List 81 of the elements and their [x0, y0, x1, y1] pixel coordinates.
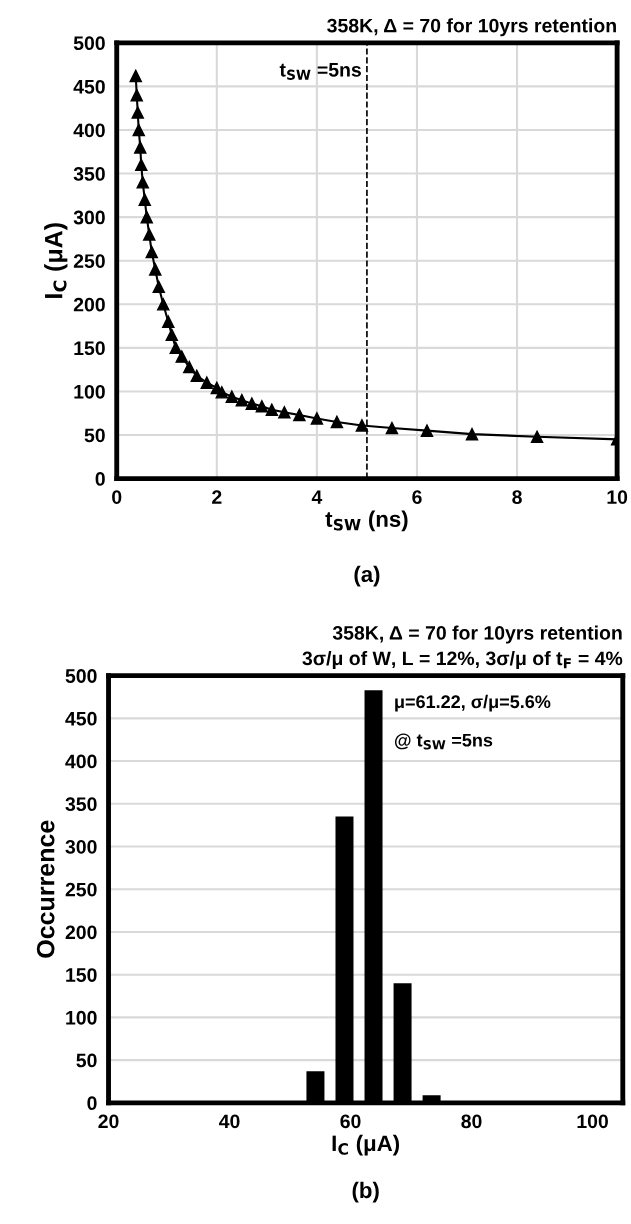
- x-tick-label: 6: [412, 490, 422, 504]
- y-tick-label: 450: [73, 79, 105, 94]
- point: [265, 403, 279, 416]
- point: [530, 430, 544, 444]
- point: [165, 328, 179, 342]
- point: [136, 176, 150, 189]
- y-tick-label: 450: [65, 711, 97, 726]
- x-tick-label: 0: [112, 490, 122, 504]
- annotation: μ=61.22, σ/μ=5.6%: [395, 694, 551, 712]
- point: [143, 228, 156, 241]
- point: [152, 280, 166, 294]
- text: (a): [354, 565, 380, 587]
- y-tick-label: 0: [95, 472, 105, 486]
- y-tick-label: 500: [73, 36, 105, 51]
- point: [255, 399, 269, 413]
- point: [278, 406, 291, 419]
- y-tick-label: 100: [74, 384, 105, 399]
- point: [138, 193, 152, 206]
- y-tick-label: 300: [65, 839, 97, 854]
- point: [293, 408, 306, 422]
- point: [130, 88, 144, 102]
- point: [355, 419, 369, 432]
- point: [162, 315, 175, 328]
- x-tick-label: 100: [577, 1114, 608, 1129]
- annotation: @ t$_{SW}$ =5ns: [394, 733, 493, 750]
- chart-subtitle: 3σ/μ of W, L = 12%, 3σ/μ of t$_{F}$ = 4%: [302, 650, 623, 669]
- x-tick-label: 60: [340, 1114, 361, 1129]
- point: [310, 412, 324, 425]
- x-axis-title: I$_{C}$ (μA): [332, 1134, 400, 1156]
- point: [245, 397, 259, 410]
- point: [169, 341, 183, 355]
- y-tick-label: 400: [65, 754, 97, 769]
- y-tick-label: 350: [73, 167, 105, 181]
- point: [129, 69, 143, 83]
- y-tick-label: 50: [84, 428, 105, 443]
- x-tick-label: 8: [512, 490, 522, 504]
- y-tick-label: 200: [65, 925, 97, 940]
- y-tick-label: 150: [74, 341, 105, 356]
- x-tick-label: 4: [311, 490, 323, 504]
- point: [330, 415, 344, 429]
- chart-title: 358K, Δ = 70 for 10yrs retention: [332, 625, 622, 644]
- point: [175, 350, 189, 363]
- y-tick-label: 400: [73, 123, 105, 138]
- y-tick-label: 200: [73, 297, 105, 312]
- y-axis-title: Occurrence: [36, 820, 55, 958]
- point: [215, 386, 229, 399]
- point: [235, 393, 249, 407]
- y-tick-label: 350: [65, 797, 97, 812]
- point: [385, 421, 399, 435]
- x-tick-label: 40: [219, 1114, 240, 1129]
- point: [134, 141, 147, 154]
- ref-line-label: t$_{SW}$ =5ns: [279, 63, 361, 80]
- y-tick-label: 150: [66, 968, 97, 982]
- point: [183, 360, 196, 374]
- x-tick-label: 20: [98, 1114, 119, 1129]
- point: [190, 369, 204, 382]
- y-tick-label: 250: [73, 254, 105, 268]
- x-tick-label: 10: [607, 490, 628, 504]
- point: [465, 427, 479, 441]
- point: [200, 376, 214, 389]
- y-axis-title: I$_{C}$ (μA): [44, 223, 68, 298]
- x-tick-label: 2: [212, 490, 222, 504]
- text: (b): [352, 1181, 379, 1203]
- point: [225, 390, 239, 403]
- point: [135, 158, 148, 172]
- point: [140, 210, 154, 224]
- point: [132, 123, 146, 137]
- point: [131, 106, 145, 119]
- y-tick-label: 300: [73, 210, 105, 225]
- point: [145, 245, 159, 259]
- y-tick-label: 250: [65, 882, 97, 897]
- point: [157, 298, 170, 311]
- point: [420, 424, 434, 437]
- y-tick-label: 0: [87, 1096, 97, 1111]
- y-tick-label: 50: [76, 1053, 97, 1068]
- y-tick-label: 100: [66, 1010, 97, 1025]
- x-axis-title: t$_{SW}$ (ns): [325, 510, 408, 532]
- chart-title: 358K, Δ = 70 for 10yrs retention: [327, 18, 616, 37]
- x-tick-label: 80: [461, 1114, 482, 1129]
- y-tick-label: 500: [65, 669, 97, 683]
- point: [149, 263, 162, 276]
